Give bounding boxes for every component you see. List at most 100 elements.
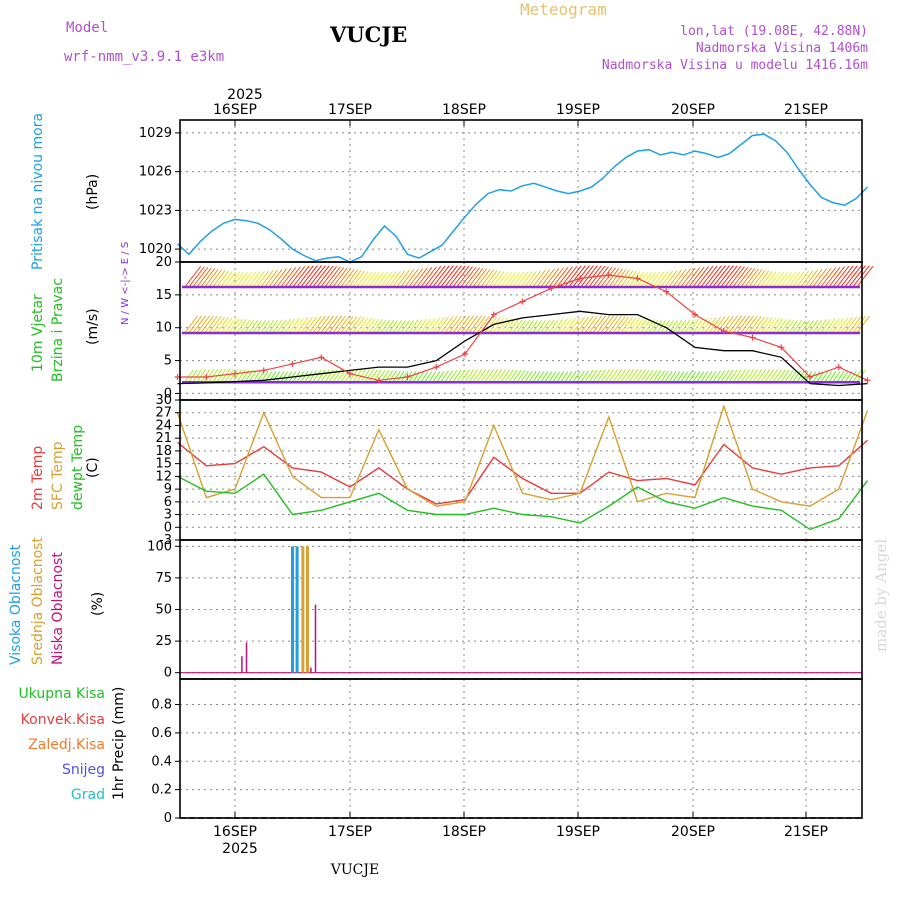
ytick-label: 27 bbox=[155, 406, 172, 421]
wind-barb bbox=[603, 268, 620, 289]
temp-2m-line bbox=[177, 439, 868, 505]
wind-barb bbox=[811, 268, 828, 289]
wind-barb bbox=[451, 315, 466, 335]
ytick-label: 0 bbox=[164, 386, 172, 401]
wind-barb bbox=[467, 267, 484, 289]
wind-barb bbox=[803, 320, 815, 335]
wind-barb bbox=[519, 271, 533, 289]
precip-unit: 1hr Precip (mm) bbox=[111, 687, 127, 800]
wind-barb bbox=[235, 271, 248, 289]
wind-barb bbox=[419, 266, 437, 289]
wind-barb bbox=[467, 315, 482, 335]
wind-barb bbox=[275, 267, 292, 289]
wind-barb bbox=[199, 369, 211, 384]
gust-marker bbox=[634, 275, 641, 282]
wind-barb bbox=[355, 317, 369, 335]
dewpoint-line bbox=[177, 473, 869, 531]
wind-barb bbox=[635, 318, 648, 335]
wind-barb bbox=[367, 318, 380, 335]
wind-barb bbox=[819, 319, 831, 335]
wind-barb bbox=[799, 270, 814, 289]
wind-barb bbox=[215, 316, 229, 335]
wind-barb bbox=[839, 316, 853, 335]
wind-barb bbox=[487, 317, 501, 335]
wind-barb bbox=[755, 316, 769, 335]
gust-marker bbox=[807, 374, 813, 380]
wind-barb bbox=[195, 267, 212, 289]
wind-barb bbox=[255, 270, 270, 289]
wind-barb bbox=[423, 266, 442, 289]
wind-barb bbox=[439, 316, 454, 335]
wind-barb bbox=[755, 368, 767, 384]
wind-barb bbox=[287, 318, 300, 335]
top-date-label: 17SEP bbox=[328, 102, 372, 118]
wind-barb bbox=[423, 318, 436, 335]
wind-barb bbox=[439, 265, 458, 289]
gust-marker bbox=[778, 344, 785, 351]
wind-barb bbox=[219, 369, 231, 384]
wind-barb bbox=[459, 266, 477, 289]
ytick-label: 5 bbox=[164, 354, 172, 369]
wind-barb bbox=[751, 316, 766, 335]
wind-barb-row-weak bbox=[182, 368, 866, 384]
bottom-year-label: 2025 bbox=[222, 841, 258, 857]
wind-barb bbox=[815, 267, 832, 289]
wind-barb bbox=[519, 319, 531, 335]
wind-barb bbox=[575, 265, 594, 289]
wind-barb bbox=[199, 315, 214, 335]
axis-layer bbox=[175, 119, 863, 819]
wind-barb bbox=[683, 267, 701, 289]
wind-barb bbox=[271, 319, 283, 335]
wind-barb bbox=[615, 316, 630, 335]
ytick-label: 20 bbox=[155, 255, 172, 270]
wind-barb bbox=[759, 369, 771, 384]
wind-barb bbox=[655, 271, 669, 289]
wind-barb bbox=[583, 315, 598, 335]
wind-barb bbox=[279, 267, 297, 289]
wind-barb bbox=[231, 271, 244, 289]
gust-marker bbox=[375, 377, 382, 384]
wind-barb bbox=[627, 271, 641, 289]
wind-barb bbox=[771, 271, 784, 289]
wind-barb bbox=[303, 265, 322, 289]
credit-watermark: made by Angel bbox=[872, 539, 890, 652]
wind-barb bbox=[735, 267, 752, 289]
gust-marker bbox=[347, 370, 353, 377]
wind-barb bbox=[535, 319, 547, 335]
wind-barb bbox=[595, 315, 611, 335]
ytick-label: 18 bbox=[155, 444, 172, 459]
wind-barb bbox=[627, 317, 641, 335]
plot-layer bbox=[174, 133, 874, 674]
wind-barb bbox=[443, 265, 462, 289]
wind-barb-row-moderate bbox=[182, 315, 870, 335]
ytick-label: 100 bbox=[147, 539, 172, 554]
ytick-label: 0.2 bbox=[151, 783, 172, 798]
wind-barb bbox=[843, 316, 858, 335]
wind-barb bbox=[699, 265, 718, 289]
wind-barb bbox=[271, 268, 288, 289]
wind-barb bbox=[715, 265, 734, 289]
panel-frame-5 bbox=[179, 678, 863, 819]
wind-barb bbox=[327, 315, 343, 335]
gust-marker bbox=[692, 311, 698, 318]
cloud-axis-title-2: Srednja Oblacnost bbox=[30, 537, 46, 665]
wind-barb bbox=[735, 315, 751, 335]
wind-barb bbox=[827, 318, 840, 335]
cloud-bar bbox=[305, 546, 309, 673]
wind-barb bbox=[495, 271, 509, 289]
wind-barb bbox=[283, 318, 296, 335]
wind-barb bbox=[223, 271, 237, 289]
wind-barb bbox=[243, 271, 257, 289]
cloud-bar bbox=[314, 604, 317, 673]
pressure-axis-title: Pritisak na nivou mora bbox=[30, 113, 46, 270]
wind-barb bbox=[263, 269, 279, 289]
ytick-label: 0 bbox=[164, 811, 172, 826]
wind-barb bbox=[311, 315, 326, 335]
wind-barb bbox=[479, 368, 491, 384]
wind-barb bbox=[363, 318, 376, 335]
wind-barb bbox=[671, 269, 687, 289]
wind-barb bbox=[259, 320, 270, 335]
wind-barb bbox=[679, 267, 696, 289]
wind-barb bbox=[515, 319, 527, 335]
wind-axis-title: 10m Vjetar bbox=[30, 294, 46, 372]
